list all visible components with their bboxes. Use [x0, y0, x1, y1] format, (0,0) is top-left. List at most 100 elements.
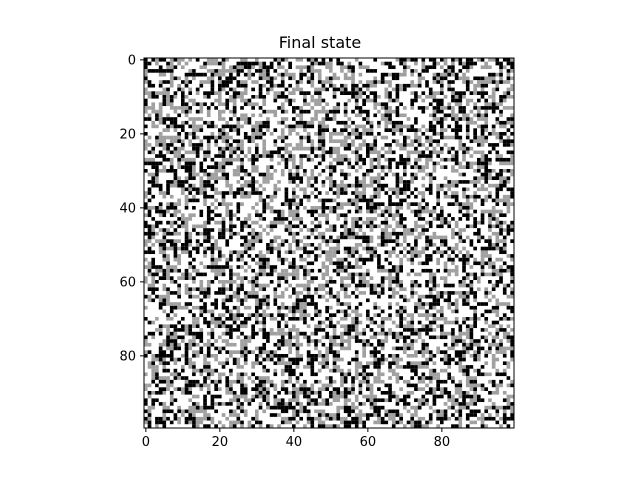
heatmap-cell: [377, 98, 381, 103]
heatmap-cell: [188, 87, 193, 92]
heatmap-cell: [166, 213, 170, 218]
heatmap-cell: [340, 72, 344, 77]
heatmap-cell: [162, 157, 167, 162]
heatmap-cell: [462, 209, 466, 214]
heatmap-cell: [288, 213, 293, 218]
heatmap-cell: [477, 98, 481, 103]
heatmap-cell: [303, 139, 307, 144]
heatmap-cell: [502, 72, 507, 77]
heatmap-cell: [195, 80, 200, 84]
heatmap-cell: [499, 169, 503, 173]
heatmap-cell: [347, 157, 352, 162]
heatmap-cell: [184, 65, 189, 70]
heatmap-cell: [362, 213, 367, 218]
heatmap-cell: [343, 176, 348, 181]
heatmap-cell: [465, 239, 470, 244]
heatmap-cell: [162, 146, 167, 151]
heatmap-cell: [303, 120, 307, 125]
heatmap-cell: [440, 139, 444, 144]
heatmap-cell: [443, 132, 448, 136]
heatmap-cell: [432, 80, 437, 84]
heatmap-cell: [280, 95, 285, 99]
heatmap-cell: [188, 235, 193, 240]
heatmap-cell: [258, 124, 263, 129]
heatmap-cell: [277, 169, 281, 173]
heatmap-cell: [403, 98, 407, 103]
heatmap-cell: [510, 157, 515, 162]
heatmap-cell: [499, 128, 503, 133]
heatmap-cell: [351, 106, 355, 110]
heatmap-cell: [465, 61, 470, 66]
heatmap-cell: [325, 157, 330, 162]
heatmap-cell: [340, 132, 344, 136]
heatmap-cell: [218, 209, 222, 214]
heatmap-cell: [236, 80, 241, 84]
heatmap-cell: [306, 191, 311, 195]
heatmap-cell: [284, 239, 289, 244]
heatmap-cell: [184, 161, 189, 166]
heatmap-cell: [292, 165, 296, 170]
heatmap-cell: [343, 206, 348, 210]
heatmap-cell: [491, 87, 496, 92]
heatmap-cell: [399, 172, 404, 177]
heatmap-cell: [243, 139, 248, 144]
heatmap-cell: [177, 113, 182, 118]
heatmap-cell: [240, 117, 244, 121]
heatmap-cell: [384, 183, 389, 188]
heatmap-cell: [214, 150, 219, 155]
heatmap-cell: [417, 135, 422, 140]
heatmap-cell: [284, 128, 289, 133]
heatmap-cell: [288, 69, 293, 73]
heatmap-cell: [480, 102, 485, 107]
heatmap-cell: [236, 132, 241, 136]
heatmap-cell: [336, 106, 341, 110]
heatmap-cell: [188, 154, 193, 158]
heatmap-cell: [236, 87, 241, 92]
heatmap-cell: [288, 98, 293, 103]
heatmap-cell: [273, 91, 278, 96]
heatmap-cell: [325, 69, 330, 73]
heatmap-cell: [432, 224, 437, 229]
heatmap-cell: [155, 87, 159, 92]
heatmap-cell: [155, 143, 159, 147]
heatmap-cell: [314, 239, 318, 244]
heatmap-cell: [192, 220, 196, 225]
heatmap-cell: [192, 124, 196, 129]
heatmap-cell: [310, 65, 315, 70]
heatmap-cell: [236, 72, 241, 77]
heatmap-cell: [273, 213, 278, 218]
heatmap-cell: [221, 194, 226, 199]
heatmap-cell: [358, 235, 363, 240]
heatmap-cell: [469, 61, 474, 66]
heatmap-cell: [147, 106, 152, 110]
heatmap-cell: [166, 132, 170, 136]
heatmap-cell: [369, 235, 374, 240]
heatmap-cell: [229, 58, 233, 62]
heatmap-cell: [465, 87, 470, 92]
heatmap-cell: [491, 150, 496, 155]
heatmap-cell: [284, 87, 289, 92]
heatmap-cell: [210, 206, 215, 210]
heatmap-cell: [184, 213, 189, 218]
heatmap-cell: [391, 217, 396, 221]
heatmap-cell: [251, 150, 256, 155]
heatmap-cell: [151, 69, 156, 73]
heatmap-cell: [484, 98, 489, 103]
heatmap-cell: [240, 128, 244, 133]
heatmap-cell: [414, 139, 418, 144]
heatmap-cell: [299, 198, 304, 203]
heatmap-cell: [151, 143, 156, 147]
heatmap-cell: [310, 98, 315, 103]
heatmap-cell: [480, 157, 485, 162]
heatmap-cell: [155, 72, 159, 77]
heatmap-cell: [210, 65, 215, 70]
heatmap-cell: [292, 150, 296, 155]
heatmap-cell: [303, 217, 307, 221]
heatmap-cell: [488, 150, 492, 155]
heatmap-cell: [506, 146, 511, 151]
heatmap-cell: [369, 83, 374, 88]
heatmap-cell: [414, 146, 418, 151]
heatmap-cell: [273, 98, 278, 103]
heatmap-cell: [477, 76, 481, 81]
heatmap-cell: [362, 120, 367, 125]
